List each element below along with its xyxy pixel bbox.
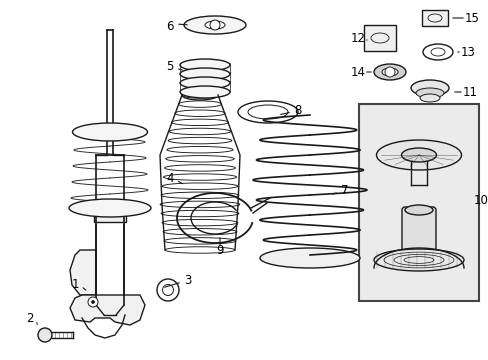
Ellipse shape [419, 94, 439, 102]
Text: 1: 1 [71, 278, 79, 291]
Text: 5: 5 [166, 59, 173, 72]
Ellipse shape [376, 140, 461, 170]
Ellipse shape [72, 123, 147, 141]
Text: 3: 3 [184, 274, 191, 287]
Ellipse shape [373, 64, 405, 80]
Text: 2: 2 [26, 311, 34, 324]
Ellipse shape [180, 86, 229, 98]
Text: 7: 7 [341, 184, 348, 197]
Ellipse shape [69, 199, 151, 217]
Circle shape [384, 67, 394, 77]
FancyBboxPatch shape [363, 25, 395, 51]
Text: 11: 11 [462, 85, 476, 99]
Ellipse shape [180, 77, 229, 89]
Circle shape [209, 20, 220, 30]
Polygon shape [70, 295, 145, 325]
Ellipse shape [410, 80, 448, 96]
Ellipse shape [381, 68, 397, 76]
Text: 9: 9 [216, 243, 224, 256]
Ellipse shape [401, 148, 436, 162]
Text: 13: 13 [460, 45, 474, 58]
Text: 15: 15 [464, 12, 478, 24]
Ellipse shape [415, 88, 443, 98]
Ellipse shape [180, 59, 229, 71]
Text: 6: 6 [166, 19, 173, 32]
Polygon shape [70, 250, 96, 295]
Circle shape [91, 301, 94, 303]
Ellipse shape [183, 16, 245, 34]
Text: 4: 4 [166, 171, 173, 184]
Ellipse shape [373, 249, 463, 271]
Circle shape [157, 279, 179, 301]
Ellipse shape [404, 205, 432, 215]
Ellipse shape [260, 248, 359, 268]
Bar [94, 210, 126, 222]
Ellipse shape [180, 68, 229, 80]
Circle shape [88, 297, 98, 307]
FancyBboxPatch shape [421, 10, 447, 26]
Ellipse shape [204, 21, 224, 29]
Text: 14: 14 [350, 66, 365, 78]
Text: 8: 8 [294, 104, 301, 117]
FancyBboxPatch shape [358, 104, 478, 301]
Text: 12: 12 [350, 31, 365, 45]
FancyBboxPatch shape [401, 207, 435, 263]
Text: 10: 10 [472, 194, 488, 207]
Circle shape [38, 328, 52, 342]
Circle shape [162, 284, 173, 296]
